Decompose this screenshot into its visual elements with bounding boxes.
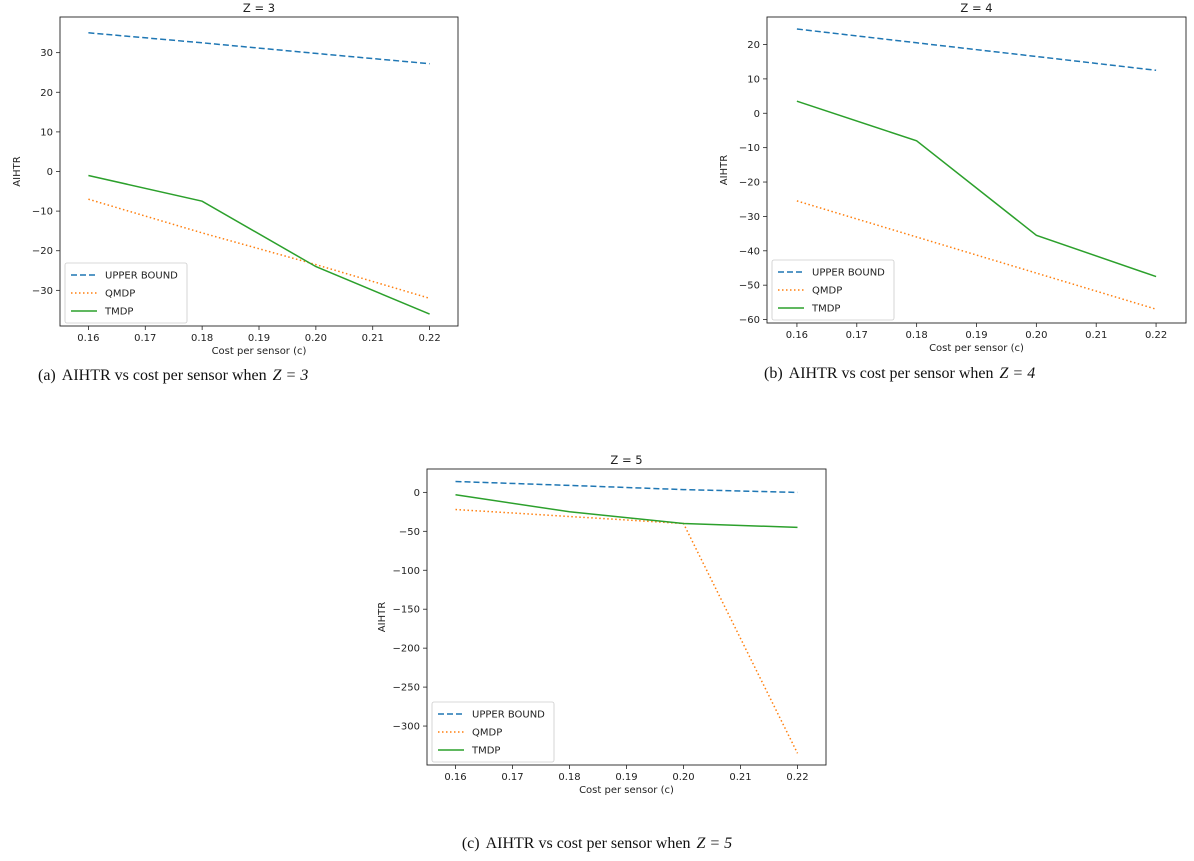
series-line-upper-bound — [88, 32, 430, 65]
legend-label: TMDP — [811, 304, 840, 315]
x-tick-label: 0.16 — [786, 330, 808, 341]
y-tick-label: −300 — [393, 722, 420, 733]
x-tick-label: 0.18 — [906, 330, 928, 341]
y-axis-label: AIHTR — [12, 156, 23, 186]
caption-text: AIHTR vs cost per sensor when — [62, 367, 267, 384]
y-tick-label: 20 — [40, 88, 53, 99]
y-tick-label: −40 — [739, 246, 760, 257]
legend-label: QMDP — [812, 286, 842, 297]
series-line-tmdp — [88, 174, 430, 315]
y-tick-label: −50 — [739, 281, 760, 292]
series-line-upper-bound — [455, 480, 798, 494]
figure-caption: (a) AIHTR vs cost per sensor when Z = 3 — [38, 367, 308, 384]
caption-math: Z = 5 — [696, 835, 732, 852]
x-tick-label: 0.19 — [615, 772, 637, 783]
caption-math: Z = 4 — [1000, 365, 1036, 382]
x-tick-label: 0.18 — [558, 772, 580, 783]
chart-title: Z = 5 — [610, 453, 642, 467]
chart-title: Z = 4 — [960, 1, 992, 15]
chart-z5: Z = 5 0.16 0.17 0.18 0.19 0.20 0.21 0.22 −300 −25… — [377, 453, 827, 852]
x-tick-label: 0.19 — [248, 333, 270, 344]
legend-label: UPPER BOUND — [812, 268, 885, 279]
y-tick-label: −50 — [399, 527, 420, 538]
x-axis-label: Cost per sensor (c) — [929, 343, 1024, 354]
x-tick-label: 0.20 — [672, 772, 694, 783]
legend-box — [771, 259, 895, 321]
y-tick-label: 0 — [47, 167, 53, 178]
x-tick-label: 0.20 — [305, 333, 327, 344]
chart-title: Z = 3 — [243, 1, 275, 15]
x-tick-label: 0.22 — [786, 772, 808, 783]
x-tick-label: 0.21 — [1085, 330, 1107, 341]
x-tick-label: 0.17 — [846, 330, 868, 341]
y-axis-label: AIHTR — [377, 602, 388, 632]
caption-label: (b) — [764, 365, 783, 382]
legend-label: UPPER BOUND — [472, 710, 545, 721]
x-tick-label: 0.18 — [191, 333, 213, 344]
x-axis-label: Cost per sensor (c) — [212, 346, 307, 357]
y-tick-label: −20 — [739, 178, 760, 189]
y-tick-label: −200 — [393, 644, 420, 655]
chart-z3: Z = 3 0.16 0.17 0.18 0.19 0.20 0.21 0.22 −30 −20 −… — [12, 1, 459, 384]
legend-box — [431, 701, 555, 763]
legend-label: TMDP — [471, 746, 500, 757]
series-line-qmdp — [455, 508, 799, 754]
caption-label: (c) — [462, 835, 480, 852]
figure-caption: (b) AIHTR vs cost per sensor when Z = 4 — [764, 365, 1035, 382]
y-tick-label: −30 — [739, 212, 760, 223]
y-tick-label: −10 — [739, 143, 760, 154]
y-tick-label: 0 — [754, 109, 760, 120]
series-line-qmdp — [88, 198, 430, 300]
y-tick-label: 20 — [747, 40, 760, 51]
x-tick-label: 0.16 — [444, 772, 466, 783]
y-tick-label: −60 — [739, 315, 760, 326]
legend-label: QMDP — [472, 728, 502, 739]
y-tick-label: −10 — [32, 207, 53, 218]
series-line-upper-bound — [796, 28, 1157, 72]
x-tick-label: 0.16 — [77, 333, 99, 344]
y-tick-label: −100 — [393, 566, 420, 577]
x-tick-label: 0.20 — [1025, 330, 1047, 341]
series-line-tmdp — [455, 493, 798, 529]
y-axis-label: AIHTR — [719, 155, 730, 185]
y-tick-label: −20 — [32, 246, 53, 257]
chart-z4: Z = 4 0.16 0.17 0.18 0.19 0.20 0.21 0.22 −60 −50 −… — [719, 1, 1187, 382]
y-tick-label: 0 — [414, 488, 420, 499]
y-tick-label: −30 — [32, 286, 53, 297]
caption-math: Z = 3 — [273, 367, 309, 384]
y-tick-label: −250 — [393, 683, 420, 694]
x-tick-label: 0.21 — [362, 333, 384, 344]
y-tick-label: −150 — [393, 605, 420, 616]
series-line-qmdp — [796, 200, 1157, 310]
x-tick-label: 0.22 — [1145, 330, 1167, 341]
x-tick-label: 0.22 — [418, 333, 440, 344]
legend-box — [64, 262, 188, 324]
legend-label: TMDP — [104, 307, 133, 318]
figure-caption: (c) AIHTR vs cost per sensor when Z = 5 — [462, 835, 732, 852]
caption-label: (a) — [38, 367, 56, 384]
legend-label: UPPER BOUND — [105, 271, 178, 282]
x-tick-label: 0.21 — [729, 772, 751, 783]
y-tick-label: 30 — [40, 48, 53, 59]
series-line-tmdp — [796, 100, 1157, 278]
legend-label: QMDP — [105, 289, 135, 300]
x-tick-label: 0.17 — [134, 333, 156, 344]
y-tick-label: 10 — [40, 127, 53, 138]
x-tick-label: 0.17 — [501, 772, 523, 783]
x-tick-label: 0.19 — [965, 330, 987, 341]
y-tick-label: 10 — [747, 74, 760, 85]
x-axis-label: Cost per sensor (c) — [579, 785, 674, 796]
caption-text: AIHTR vs cost per sensor when — [486, 835, 691, 852]
caption-text: AIHTR vs cost per sensor when — [789, 365, 994, 382]
